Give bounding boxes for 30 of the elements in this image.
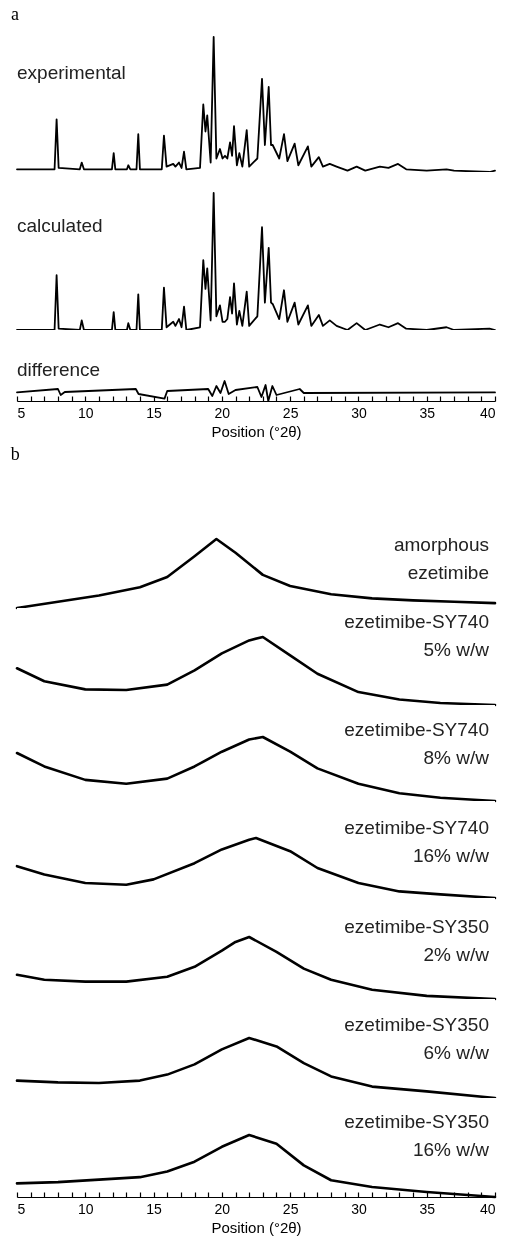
text: calculated: [17, 215, 103, 236]
chart-title: a: [11, 4, 20, 25]
x-tick-label: 10: [78, 1200, 94, 1217]
x-tick-label: 25: [282, 404, 299, 421]
series-label: ezetimibe-SY350 2% w/w: [344, 916, 490, 965]
x-tick-label: 15: [146, 1200, 163, 1217]
series-label: amorphous ezetimibe: [393, 534, 489, 583]
text: experimental: [17, 62, 126, 83]
x-tick-label: 35: [419, 404, 436, 421]
x-tick-label: 40: [479, 404, 496, 421]
series-label: ezetimibe-SY740 8% w/w: [344, 719, 490, 768]
x-axis-title: Position (°2θ): [211, 422, 302, 440]
chart-title: b: [10, 444, 20, 464]
x-tick-label: 35: [419, 1200, 436, 1217]
x-tick-label: 25: [282, 1200, 299, 1217]
x-tick-label: 5: [17, 1200, 26, 1217]
x-tick-label: 20: [214, 404, 231, 421]
series-label: ezetimibe-SY740 16% w/w: [344, 817, 490, 866]
x-tick-label: 20: [214, 1200, 231, 1217]
series-label: difference: [17, 359, 101, 380]
series-label: ezetimibe-SY350 6% w/w: [344, 1014, 490, 1063]
x-tick-label: 30: [351, 404, 367, 421]
x-axis-title: Position (°2θ): [211, 1218, 302, 1236]
series-label: ezetimibe-SY740 5% w/w: [344, 611, 490, 660]
x-tick-label: 30: [351, 1200, 367, 1217]
x-tick-label: 5: [17, 404, 26, 421]
x-tick-label: 10: [78, 404, 94, 421]
x-tick-label: 15: [146, 404, 163, 421]
x-tick-label: 40: [479, 1200, 496, 1217]
series-label: ezetimibe-SY350 16% w/w: [344, 1111, 490, 1160]
